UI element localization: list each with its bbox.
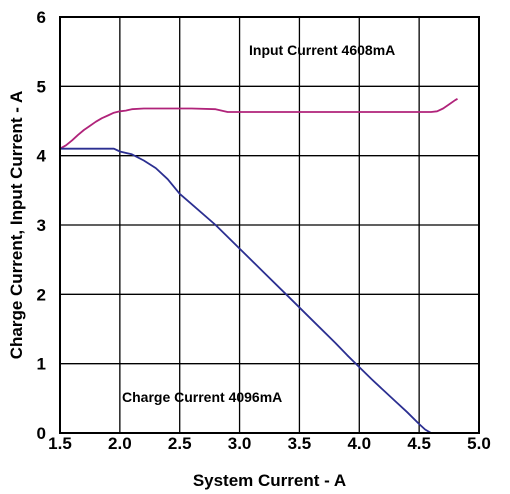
input-current-annotation: Input Current 4608mA (249, 42, 395, 58)
y-tick-label: 5 (37, 77, 46, 96)
x-tick-label: 2.0 (108, 434, 132, 453)
x-tick-label: 4.5 (407, 434, 431, 453)
series-line-charge (60, 147, 456, 434)
y-axis-title: Charge Current, Input Current - A (7, 91, 26, 360)
grid (59, 16, 480, 434)
tick-labels: 1.5 2.0 2.5 3.0 3.5 4.0 4.5 5.0 0 1 2 3 4 5 6 (37, 8, 491, 453)
series-layer (59, 98, 458, 434)
x-tick-label: 4.0 (347, 434, 371, 453)
y-tick-label: 6 (37, 8, 46, 27)
y-tick-label: 4 (37, 147, 47, 166)
x-axis-title: System Current - A (193, 471, 346, 490)
x-tick-label: 1.5 (48, 434, 72, 453)
y-tick-label: 0 (37, 424, 46, 443)
series-line-input (59, 98, 458, 150)
x-tick-label: 3.0 (228, 434, 252, 453)
x-tick-label: 5.0 (467, 434, 491, 453)
plot-frame (59, 16, 480, 434)
y-tick-label: 2 (37, 285, 46, 304)
y-tick-label: 3 (37, 216, 46, 235)
x-tick-label: 3.5 (288, 434, 312, 453)
charge-current-annotation: Charge Current 4096mA (122, 389, 282, 405)
y-tick-label: 1 (37, 355, 46, 374)
x-tick-label: 2.5 (168, 434, 192, 453)
